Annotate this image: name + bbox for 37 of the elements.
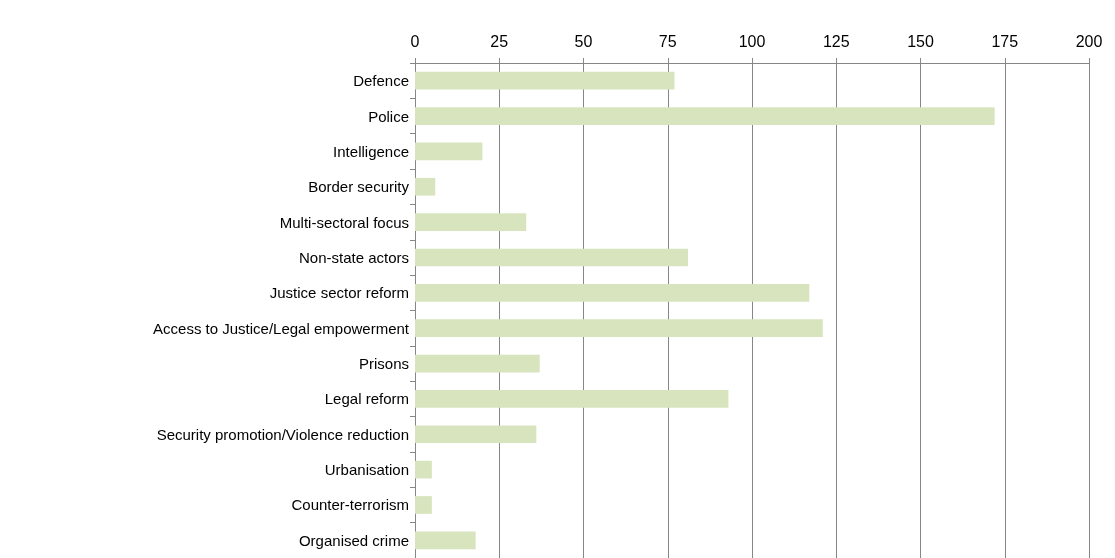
- y-tick-label: Urbanisation: [324, 461, 409, 479]
- y-tick-label: Security promotion/Violence reduction: [156, 425, 409, 443]
- y-tick-label: Non-state actors: [298, 248, 409, 266]
- bar: [415, 460, 432, 479]
- y-tick-label: Defence: [353, 72, 409, 90]
- x-tick-label: 125: [822, 32, 850, 50]
- bar: [415, 354, 540, 373]
- bar: [415, 283, 810, 302]
- y-tick-label: Multi-sectoral focus: [279, 213, 409, 231]
- y-tick-label: Police: [368, 107, 409, 125]
- bar: [415, 71, 675, 90]
- x-tick-label: 200: [1075, 32, 1103, 50]
- y-tick-label: Legal reform: [324, 390, 409, 408]
- bar: [415, 248, 688, 267]
- x-tick-label: 175: [991, 32, 1019, 50]
- bar: [415, 177, 436, 196]
- y-tick-label: Justice sector reform: [269, 284, 409, 302]
- x-tick-label: 25: [490, 32, 509, 50]
- y-tick-label: Intelligence: [333, 142, 409, 160]
- x-tick-label: 100: [738, 32, 766, 50]
- bar: [415, 531, 476, 550]
- y-tick-label: Access to Justice/Legal empowerment: [153, 319, 410, 337]
- bar: [415, 142, 483, 161]
- y-tick-label: Counter-terrorism: [291, 496, 409, 514]
- x-tick-label: 75: [658, 32, 677, 50]
- x-tick-label: 150: [907, 32, 934, 50]
- y-tick-label: Prisons: [358, 355, 409, 373]
- x-tick-label: 0: [410, 32, 420, 50]
- bar: [415, 213, 527, 231]
- x-tick-label: 50: [574, 32, 593, 50]
- bar: [415, 425, 537, 444]
- bar: [415, 496, 432, 514]
- y-tick-label: Organised crime: [298, 531, 409, 549]
- bar: [415, 390, 729, 408]
- bar: [415, 107, 995, 125]
- bar: [415, 319, 823, 338]
- y-tick-label: Border security: [308, 178, 410, 196]
